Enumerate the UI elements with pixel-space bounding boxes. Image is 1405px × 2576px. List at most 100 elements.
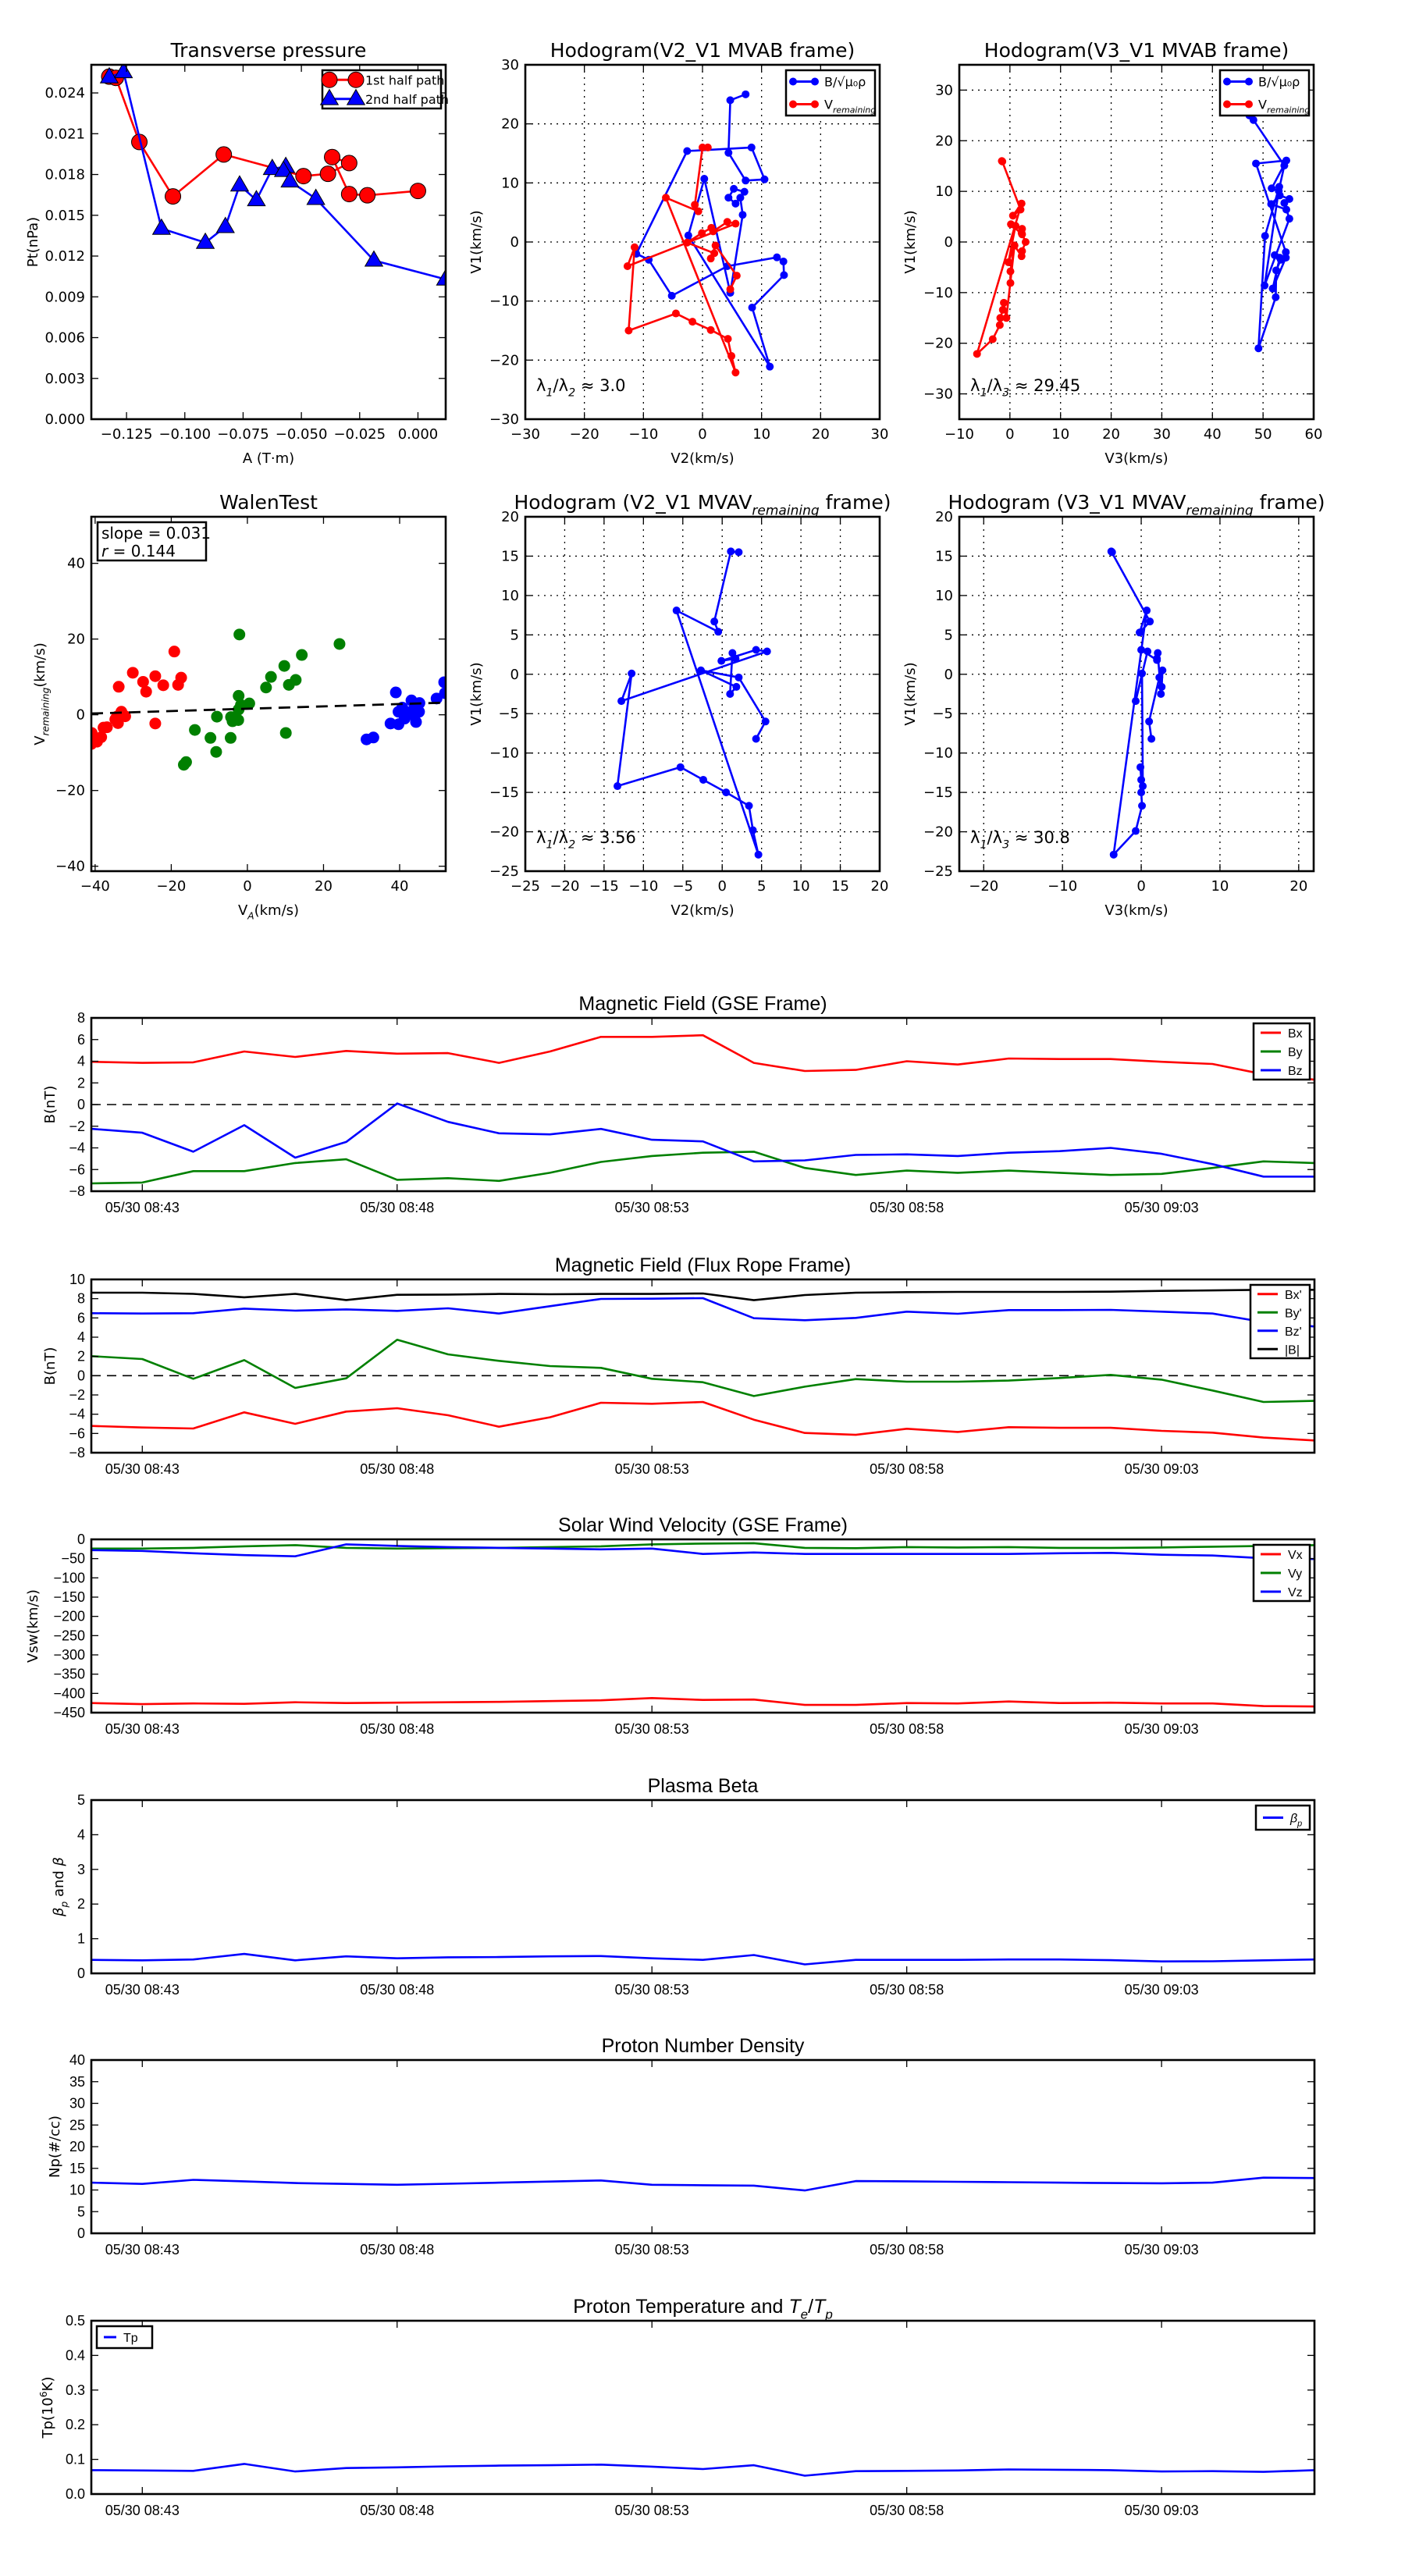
chart-title-text: Magnetic Field (Flux Rope Frame) — [555, 1254, 851, 1276]
data-point-v-remaining — [735, 673, 743, 681]
chart-title-text: Solar Wind Velocity (GSE Frame) — [558, 1514, 848, 1536]
data-point-z-component — [393, 718, 405, 731]
y-tick-label: −10 — [923, 745, 953, 762]
data-point-x-component — [168, 646, 180, 658]
x-tick-label: 05/30 08:43 — [105, 2242, 180, 2258]
plot-marks — [91, 1952, 1314, 1966]
panel-proton-temperature: 05/30 08:43 05/30 08:48 05/30 08:53 05/30 0… — [38, 2296, 1316, 2518]
data-point-b-alfven — [748, 303, 756, 311]
data-point-v-remaining — [745, 802, 753, 810]
data-point-v-remaining — [722, 788, 731, 797]
legend-marker — [1223, 100, 1231, 109]
data-point-b-alfven — [1275, 183, 1283, 191]
y-tick-label: 30 — [69, 2096, 85, 2112]
data-point-v-remaining — [1017, 199, 1026, 208]
x-tick-label: 5 — [757, 878, 766, 895]
data-point-first-half-path — [295, 168, 312, 185]
y-axis-label: Pt(nPa) — [25, 217, 41, 267]
data-point-v-remaining — [676, 763, 685, 771]
chart-title: WalenTest — [219, 491, 318, 514]
y-tick-label: 0.015 — [44, 208, 85, 224]
data-point-v-remaining — [1006, 279, 1015, 287]
legend-entry-vx: Vx — [1261, 1549, 1303, 1562]
data-point-second-half-path — [99, 66, 119, 84]
panel-hodogram-v2-v1-mvav: −25 −20 −15 −10 −5 0 5 10 15 20 −25 −20 −15 −10 −5 0 5 10… — [468, 491, 891, 919]
data-point-b-alfven — [738, 211, 747, 219]
data-point-b-alfven — [760, 175, 769, 183]
data-point-x-component — [126, 667, 139, 679]
plot-marks — [99, 65, 446, 286]
chart-title-text: Plasma Beta — [648, 1775, 759, 1797]
data-point-b-alfven — [730, 184, 738, 193]
chart-title-text: frame) — [1254, 491, 1325, 514]
plot-area — [91, 2060, 1314, 2233]
legend-label: Vy — [1288, 1567, 1302, 1581]
data-point-v-remaining — [710, 617, 719, 626]
data-point-v-remaining — [696, 666, 705, 674]
panel-hodogram-v3-v1-mvab: −10 0 10 20 30 40 50 60 −30 −20 −10 0 10 20 30 Hodogram… — [902, 39, 1322, 467]
chart-title-text: T — [813, 2296, 827, 2318]
data-point-v-remaining — [1139, 782, 1147, 791]
stats-line-text: slope = 0.031 — [101, 524, 211, 543]
data-point-v-remaining — [726, 690, 735, 698]
data-point-v-remaining — [726, 285, 735, 294]
x-tick-label: 0 — [243, 878, 251, 895]
y-tick-label: 10 — [69, 1272, 85, 1287]
y-tick-label: 0 — [77, 1532, 85, 1547]
legend-label: Vremaining — [824, 98, 876, 116]
x-tick-label: −30 — [510, 426, 540, 443]
data-point-x-component — [98, 721, 110, 734]
data-point-y-component — [224, 731, 237, 744]
legend-marker — [811, 77, 819, 86]
x-tick-label: 10 — [1051, 426, 1069, 443]
data-point-v-remaining — [1158, 666, 1167, 674]
legend-entry-v-remaining: Vremaining — [789, 98, 876, 116]
eigenvalue-ratio-annotation-text: ≈ 3.0 — [575, 376, 625, 395]
data-point-y-component — [233, 628, 246, 641]
data-point-b-alfven — [1252, 159, 1261, 168]
series-line-vy — [91, 1542, 1314, 1550]
x-tick-label: 05/30 08:43 — [105, 2503, 180, 2518]
plot-area — [91, 1800, 1314, 1973]
y-tick-label: −6 — [69, 1425, 85, 1441]
chart-title-text: remaining — [1186, 503, 1253, 519]
y-tick-label: 2 — [77, 1349, 85, 1364]
data-point-second-half-path — [280, 171, 300, 188]
eigenvalue-ratio-annotation-text: λ — [970, 828, 980, 847]
data-point-v-remaining — [754, 850, 763, 859]
legend-marker — [1245, 100, 1253, 109]
data-point-b-alfven — [747, 143, 756, 151]
x-tick-label: 05/30 08:48 — [360, 1721, 434, 1737]
data-point-v-remaining — [1155, 673, 1164, 681]
data-point-v-remaining — [707, 223, 716, 232]
y-tick-label: 15 — [69, 2161, 85, 2176]
data-point-v-remaining — [1010, 241, 1019, 250]
chart-title-text: / — [808, 2296, 813, 2318]
legend-frame — [784, 69, 877, 117]
legend-frame — [1218, 69, 1311, 117]
y-axis-label-text: V — [32, 735, 48, 745]
data-point-y-component — [260, 681, 272, 694]
x-tick-label: −5 — [673, 878, 694, 895]
data-point-b-alfven — [1272, 266, 1281, 275]
plot-marks — [1107, 547, 1167, 859]
x-tick-label: −25 — [510, 878, 540, 895]
data-point-second-half-path — [151, 218, 172, 235]
legend-label-text: Bx — [1288, 1027, 1303, 1041]
data-point-v-remaining — [691, 201, 699, 209]
y-tick-label: 0 — [77, 2226, 85, 2241]
legend-entry-tp: Tp — [104, 2332, 138, 2345]
x-tick-label: 05/30 09:03 — [1125, 1461, 1199, 1477]
legend-marker — [811, 100, 819, 109]
data-point-first-half-path — [319, 165, 336, 183]
y-tick-label: 40 — [67, 556, 85, 572]
data-point-v-remaining — [1154, 649, 1162, 657]
x-tick-label: 20 — [871, 878, 889, 895]
axes-frame — [90, 1538, 1316, 1714]
x-axis-label: V2(km/s) — [670, 450, 734, 467]
legend-marker — [1245, 77, 1253, 86]
data-point-b-alfven — [740, 187, 749, 196]
eigenvalue-ratio-annotation-text: /λ — [987, 828, 1003, 847]
chart-title-text: Hodogram(V2_V1 MVAB frame) — [550, 39, 855, 62]
